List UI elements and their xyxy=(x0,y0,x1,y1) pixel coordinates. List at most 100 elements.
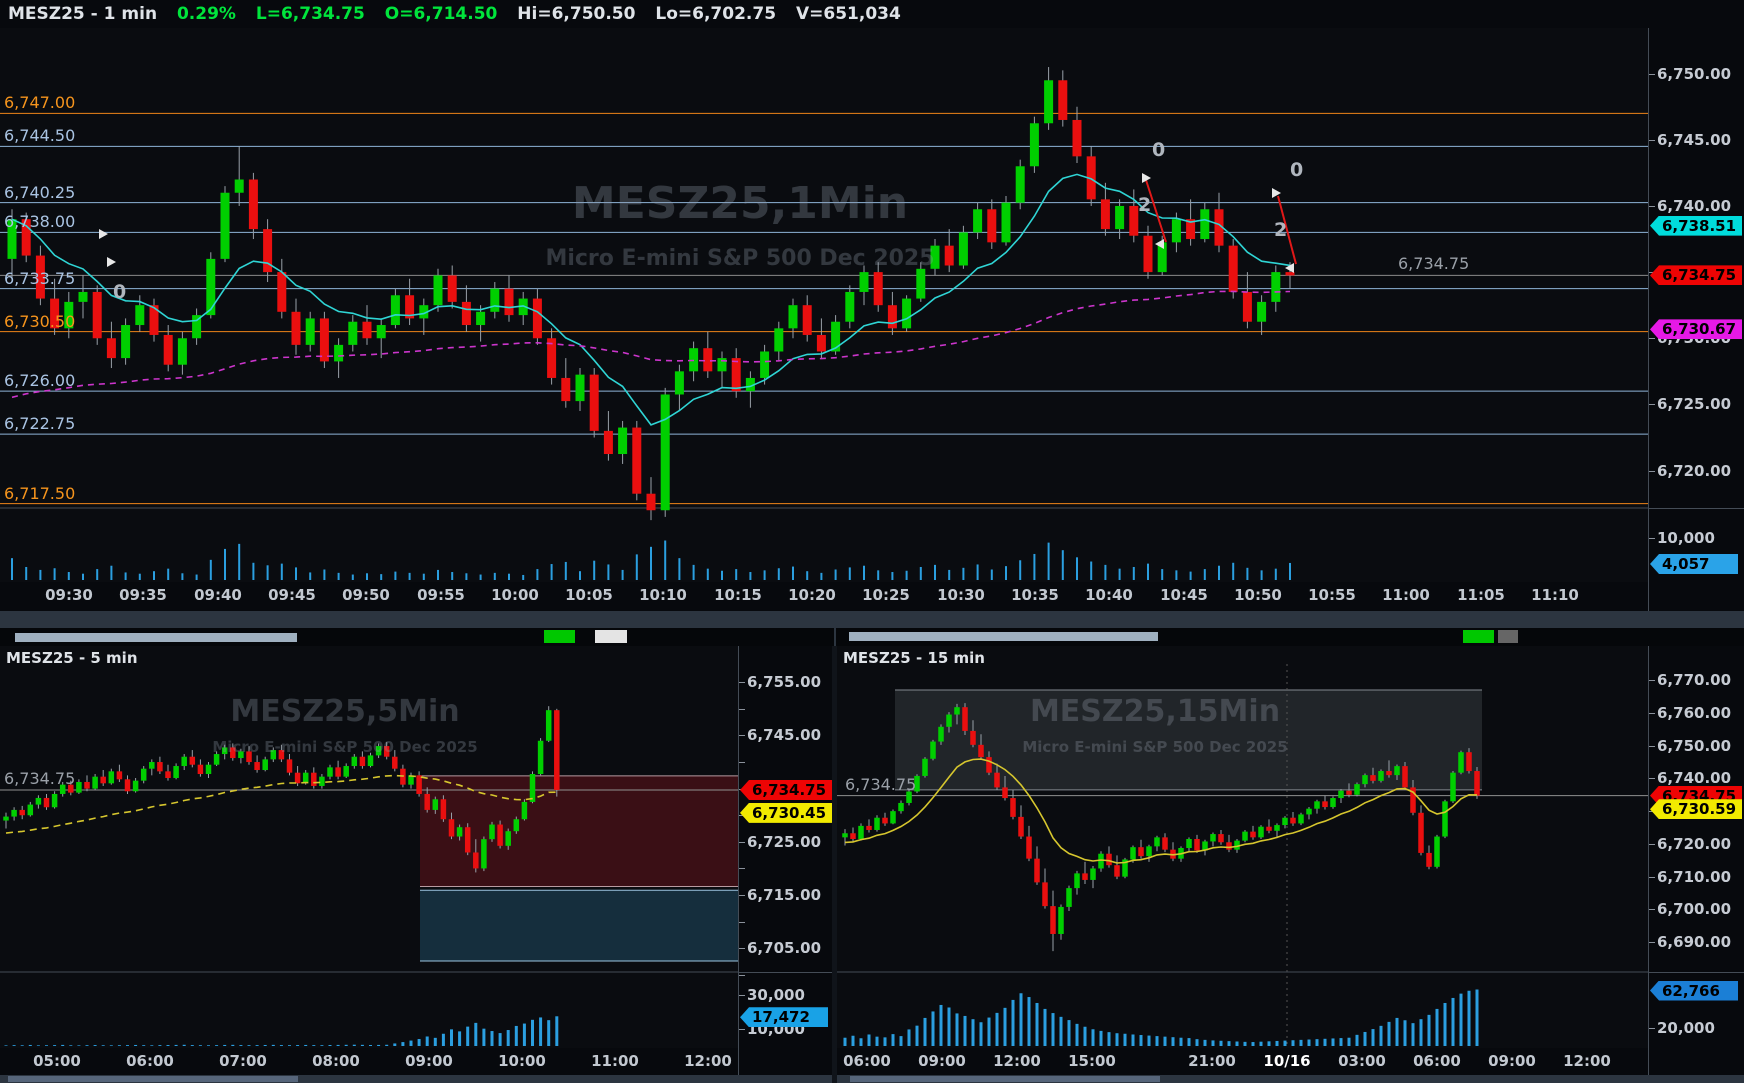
axis-tick xyxy=(1649,942,1655,944)
chart-panel-5min[interactable]: MESZ25,5Min Micro E-mini S&P 500 Dec 2025… xyxy=(0,646,833,1075)
vertical-splitter[interactable] xyxy=(832,646,837,1083)
time-label: 07:00 xyxy=(219,1052,267,1070)
axis-tick xyxy=(739,735,745,737)
zigzag-label: 0 xyxy=(113,281,126,303)
open-price: O=6,714.50 xyxy=(384,4,498,24)
time-label: 03:00 xyxy=(1338,1052,1386,1070)
time-label: 09:45 xyxy=(268,586,316,604)
time-label: 06:00 xyxy=(126,1052,174,1070)
time-label: 09:40 xyxy=(194,586,242,604)
axis-pane-divider xyxy=(739,972,833,973)
axis-minor-tick xyxy=(739,868,745,870)
scrollbar-bottom-15min[interactable] xyxy=(837,1075,1744,1083)
axis-minor-tick xyxy=(739,921,745,923)
price-axis-label: 6,740.00 xyxy=(1657,769,1732,788)
time-label: 21:00 xyxy=(1188,1052,1236,1070)
axis-minor-tick xyxy=(739,815,745,817)
axis-tick xyxy=(739,1029,745,1030)
axis-minor-tick xyxy=(739,762,745,764)
time-label: 15:00 xyxy=(1068,1052,1116,1070)
price-plot-m15[interactable]: MESZ25,15Min Micro E-mini S&P 500 Dec 202… xyxy=(837,646,1648,1048)
time-axis-m15[interactable]: 06:00 09:00 12:00 15:00 21:00 10/16 03:00 06:00… xyxy=(837,1048,1648,1075)
chart-panel-15min[interactable]: MESZ25,15Min Micro E-mini S&P 500 Dec 202… xyxy=(837,646,1744,1075)
time-label: 12:00 xyxy=(684,1052,732,1070)
axis-tick xyxy=(739,995,745,996)
price-axis-m5[interactable]: 6,755.006,745.006,735.006,725.006,715.00… xyxy=(738,646,833,1075)
axis-pane-divider xyxy=(1649,972,1744,973)
scrollbar-thumb[interactable] xyxy=(8,1076,298,1082)
volume-badge: 17,472 xyxy=(740,1007,828,1028)
scrollbar-bottom-5min[interactable] xyxy=(0,1075,832,1083)
chart-panel-1min[interactable]: 0 0 2 0 2 MESZ25,1Min Micro E-mini S&P 500 Dec… xyxy=(0,28,1744,628)
zigzag-label: 0 xyxy=(1152,139,1165,161)
time-label: 09:35 xyxy=(119,586,167,604)
price-axis-label: 6,745.00 xyxy=(747,726,822,745)
zigzag-label: 2 xyxy=(1274,219,1287,241)
time-label: 09:00 xyxy=(918,1052,966,1070)
time-label: 11:00 xyxy=(591,1052,639,1070)
time-label: 11:10 xyxy=(1531,586,1579,604)
price-plot-m5[interactable]: MESZ25,5Min Micro E-mini S&P 500 Dec 2025… xyxy=(0,646,738,1048)
time-label: 10:05 xyxy=(565,586,613,604)
axis-tick xyxy=(1649,1028,1655,1029)
time-label: 10/16 xyxy=(1263,1052,1311,1070)
axis-tick xyxy=(739,841,745,843)
price-axis-label: 6,750.00 xyxy=(1657,64,1732,83)
time-axis-m1[interactable]: 09:30 09:35 09:40 09:45 09:50 09:55 10:00 10:05… xyxy=(0,582,1648,611)
price-axis-label: 6,750.00 xyxy=(1657,736,1732,755)
scrollbar-divider xyxy=(834,628,836,646)
time-label: 10:55 xyxy=(1308,586,1356,604)
price-axis-label: 6,725.00 xyxy=(1657,395,1732,414)
price-axis-label: 6,745.00 xyxy=(1657,130,1732,149)
price-axis-label: 6,690.00 xyxy=(1657,933,1732,952)
axis-tick xyxy=(1649,139,1655,141)
scrollbar-thumb-left[interactable] xyxy=(15,633,297,642)
axis-tick xyxy=(1649,404,1655,406)
time-label: 09:30 xyxy=(45,586,93,604)
chart-title-15min: MESZ25 - 15 min xyxy=(843,649,985,667)
price-axis-label: 6,700.00 xyxy=(1657,900,1732,919)
zigzag-label: 0 xyxy=(1290,159,1303,181)
time-axis-m5[interactable]: 05:00 06:00 07:00 08:00 09:00 10:00 11:00 12:00 xyxy=(0,1048,738,1075)
scrollbar-mark-white xyxy=(595,630,627,643)
scrollbar-row[interactable] xyxy=(0,628,1744,646)
axis-tick xyxy=(1649,73,1655,75)
time-label: 10:25 xyxy=(862,586,910,604)
volume-badge: 4,057 xyxy=(1650,553,1738,574)
price-axis-label: 6,720.00 xyxy=(1657,834,1732,853)
scrollbar-thumb-right[interactable] xyxy=(849,632,1158,641)
price-axis-label: 6,705.00 xyxy=(747,939,822,958)
axis-tick xyxy=(1649,909,1655,911)
last-price: L=6,734.75 xyxy=(255,4,365,24)
time-label: 09:00 xyxy=(405,1052,453,1070)
horizontal-splitter[interactable] xyxy=(0,611,1744,628)
price-axis-m15[interactable]: 6,770.006,760.006,750.006,740.006,730.00… xyxy=(1648,646,1744,1075)
time-label: 06:00 xyxy=(843,1052,891,1070)
price-axis-label: 6,740.00 xyxy=(1657,196,1732,215)
high-price: Hi=6,750.50 xyxy=(517,4,636,24)
time-label: 09:50 xyxy=(342,586,390,604)
axis-tick xyxy=(1649,205,1655,207)
price-axis-label: 6,710.00 xyxy=(1657,867,1732,886)
price-badge: 6,734.75 xyxy=(1650,265,1743,286)
time-label: 08:00 xyxy=(312,1052,360,1070)
axis-tick xyxy=(1649,811,1655,813)
axis-tick xyxy=(1649,876,1655,878)
price-plot-m1[interactable]: 0 0 2 0 2 MESZ25,1Min Micro E-mini S&P 500 Dec… xyxy=(0,28,1648,582)
chart-title-5min: MESZ25 - 5 min xyxy=(6,649,138,667)
price-axis-label: 6,770.00 xyxy=(1657,671,1732,690)
price-axis-m1[interactable]: 6,750.006,745.006,740.006,735.006,730.00… xyxy=(1648,28,1744,611)
chart-header-1min: MESZ25 - 1 min 0.29% L=6,734.75 O=6,714.… xyxy=(0,0,1744,28)
volume-total: V=651,034 xyxy=(795,4,901,24)
axis-tick xyxy=(1649,470,1655,472)
time-label: 10:15 xyxy=(714,586,762,604)
axis-tick xyxy=(739,895,745,897)
axis-tick xyxy=(1649,272,1655,274)
volume-badge: 62,766 xyxy=(1650,980,1738,1001)
scrollbar-thumb[interactable] xyxy=(850,1076,1160,1082)
axis-tick xyxy=(1649,745,1655,747)
price-axis-label: 6,755.00 xyxy=(747,673,822,692)
axis-pane-divider xyxy=(1649,508,1744,509)
price-axis-label: 6,725.00 xyxy=(747,832,822,851)
low-price: Lo=6,702.75 xyxy=(655,4,777,24)
